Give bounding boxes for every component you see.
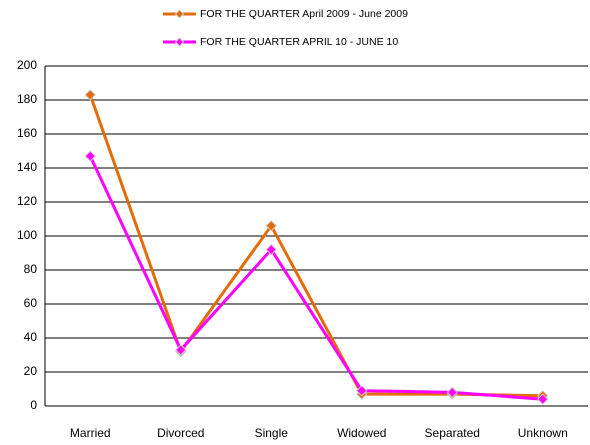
y-tick-label: 120	[17, 194, 37, 208]
x-tick-label: Unknown	[518, 426, 568, 440]
point-marker	[265, 243, 277, 256]
y-tick-label: 140	[17, 160, 37, 174]
y-tick-label: 200	[17, 58, 37, 72]
point-marker	[446, 386, 458, 399]
legend-marker	[174, 9, 185, 19]
y-tick-label: 60	[24, 296, 38, 310]
legend-text: FOR THE QUARTER APRIL 10 - JUNE 10	[200, 36, 398, 48]
y-tick-label: 40	[24, 330, 38, 344]
x-tick-label: Married	[70, 426, 111, 440]
legend-text: FOR THE QUARTER April 2009 - June 2009	[200, 8, 408, 20]
x-tick-label: Single	[255, 426, 289, 440]
point-marker	[84, 89, 96, 101]
x-tick-label: Divorced	[157, 426, 204, 440]
legend-marker	[174, 37, 185, 47]
y-tick-label: 0	[30, 398, 37, 412]
x-tick-label: Widowed	[337, 426, 386, 440]
y-tick-label: 20	[24, 364, 38, 378]
y-tick-label: 80	[24, 262, 38, 276]
point-marker	[84, 150, 96, 162]
y-tick-label: 100	[17, 228, 37, 242]
point-marker	[537, 393, 549, 405]
point-marker	[265, 220, 277, 232]
y-tick-label: 180	[17, 92, 37, 106]
y-tick-label: 160	[17, 126, 37, 140]
point-marker	[356, 384, 368, 397]
series-line	[88, 94, 543, 398]
x-tick-label: Separated	[425, 426, 480, 440]
point-marker	[175, 344, 187, 356]
series-line	[88, 155, 543, 401]
